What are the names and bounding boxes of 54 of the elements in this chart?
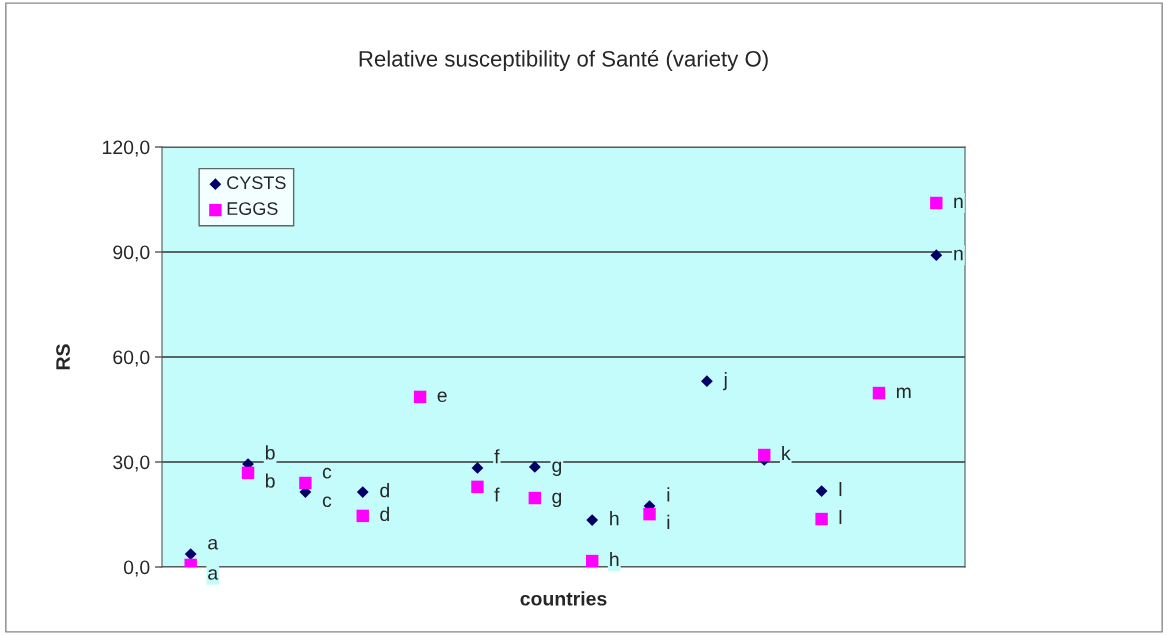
point xyxy=(413,390,427,404)
point xyxy=(930,196,943,210)
data-label: l xyxy=(839,481,842,497)
legend-label: EGGS xyxy=(227,202,278,215)
data-label: h xyxy=(610,511,619,526)
data-label: n xyxy=(954,249,963,261)
data-label: i xyxy=(667,514,670,529)
data-label: h xyxy=(610,551,619,567)
data-label: d xyxy=(380,506,389,522)
point xyxy=(241,466,255,480)
point xyxy=(586,514,599,526)
data-label: g xyxy=(552,492,562,508)
data-label: e xyxy=(437,391,447,403)
data-label: l xyxy=(839,509,842,525)
data-label: f xyxy=(494,449,500,464)
point xyxy=(643,507,656,521)
y-tick-label: 60,0 xyxy=(113,350,150,367)
point xyxy=(356,509,369,523)
point xyxy=(356,486,369,498)
point xyxy=(299,476,312,490)
point xyxy=(815,485,828,497)
data-label: i xyxy=(667,487,670,502)
point xyxy=(528,491,542,505)
data-label: b xyxy=(265,473,275,488)
data-label: n xyxy=(954,197,963,209)
legend-label: CYSTS xyxy=(227,176,286,190)
point xyxy=(815,512,828,526)
y-axis-title: RS xyxy=(56,344,70,370)
data-label: g xyxy=(552,461,562,476)
y-tick-label: 0,0 xyxy=(123,560,150,577)
point xyxy=(930,249,943,262)
x-axis-title: countries xyxy=(520,591,607,606)
chart-title: Relative susceptibility of Santé (variety O) xyxy=(359,50,768,72)
data-label: f xyxy=(494,487,500,502)
data-label: a xyxy=(208,569,219,580)
point xyxy=(585,554,599,567)
data-label: j xyxy=(723,372,727,391)
data-label: k xyxy=(782,445,791,461)
point xyxy=(758,448,771,462)
data-label: m xyxy=(896,387,911,399)
y-tick-label: 30,0 xyxy=(113,455,150,472)
point xyxy=(872,386,886,400)
y-tick-label: 90,0 xyxy=(113,245,150,262)
data-label: c xyxy=(322,496,332,508)
point xyxy=(184,548,197,560)
data-label: d xyxy=(380,483,389,498)
point xyxy=(528,461,541,473)
point xyxy=(471,480,484,494)
data-label: b xyxy=(265,445,275,460)
point xyxy=(471,462,484,474)
data-label: c xyxy=(322,467,332,479)
data-label: a xyxy=(208,538,219,550)
y-tick-label: 120,0 xyxy=(103,140,150,157)
point xyxy=(701,375,713,388)
